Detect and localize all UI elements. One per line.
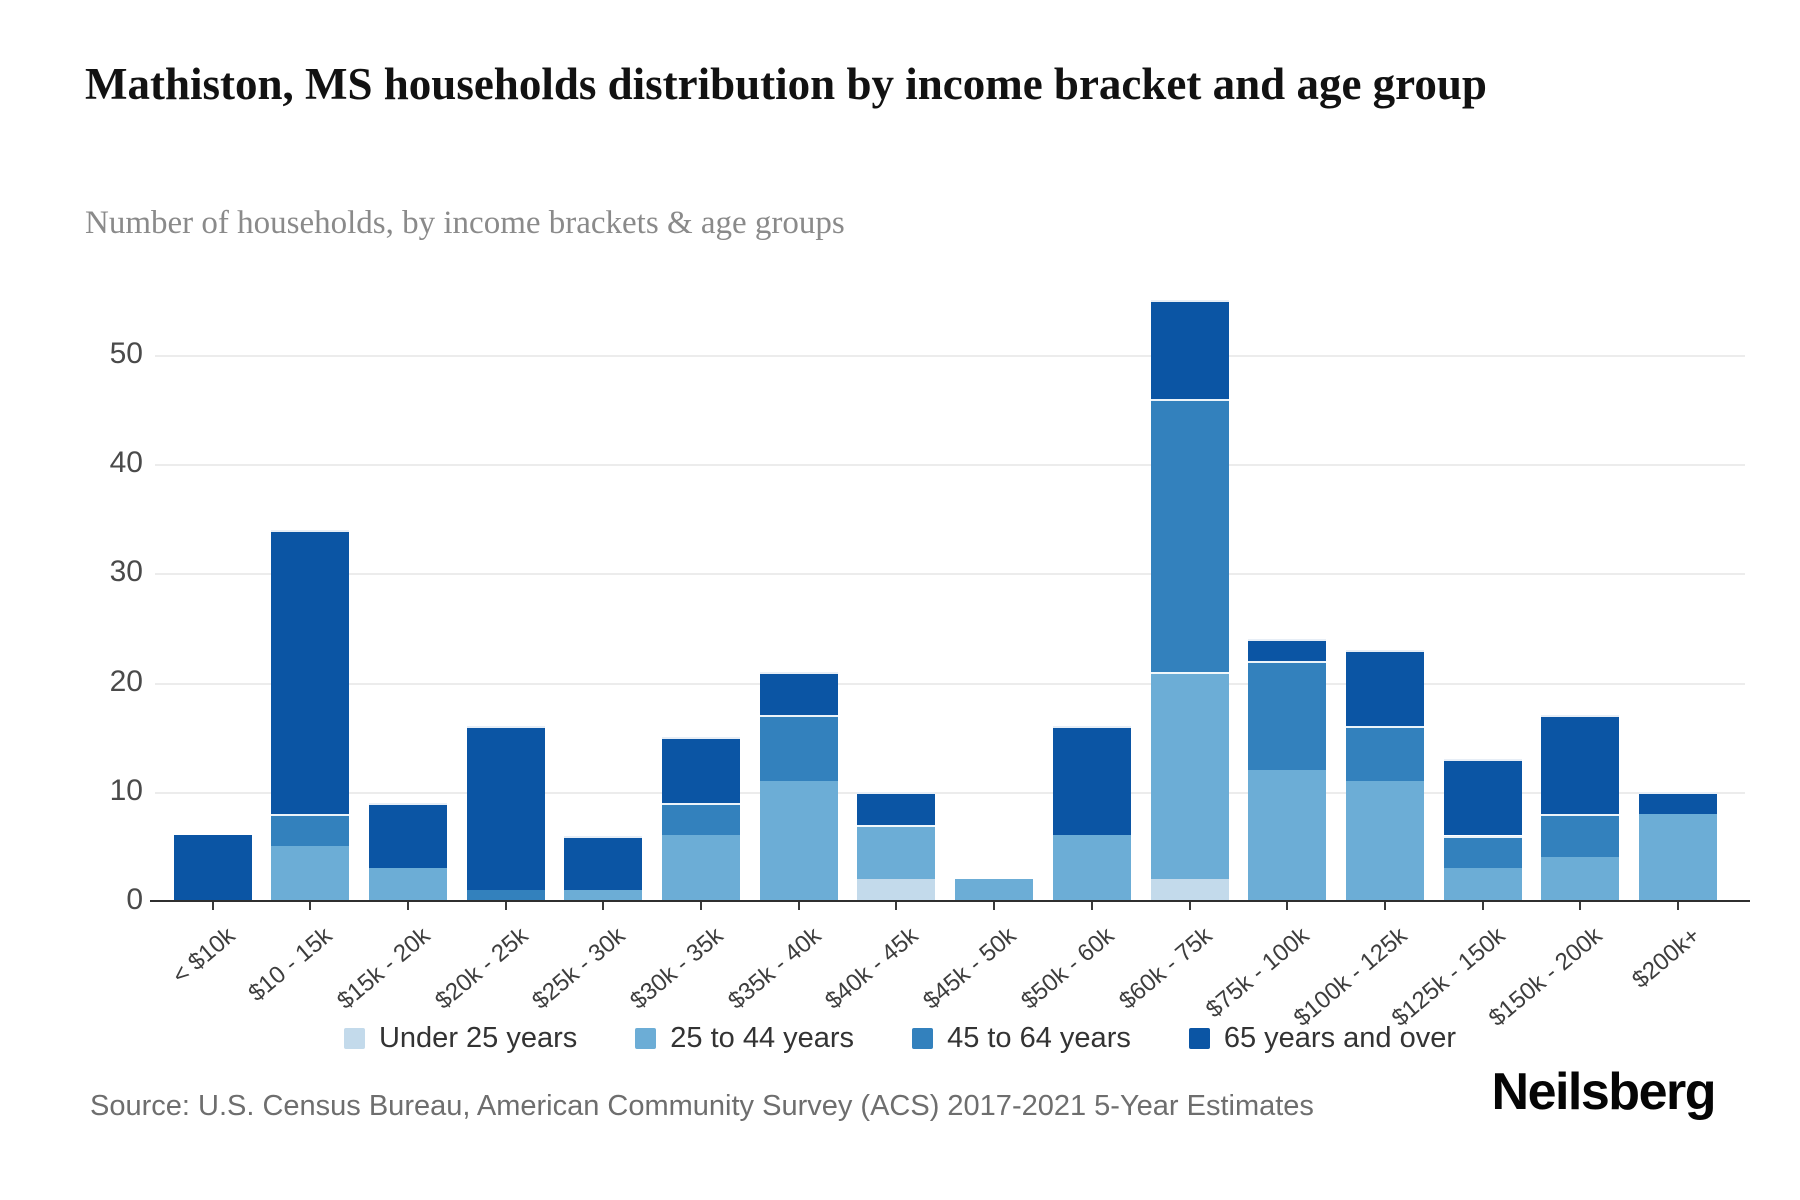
x-tick-mark [406,901,409,910]
x-tick-mark [1188,901,1191,910]
bar-segment--25k-30k-series-1[interactable] [564,890,643,901]
bar-segment--75k-100k-series-2[interactable] [1248,660,1327,770]
bar-segment--10k-series-3[interactable] [173,835,252,901]
bar-segment--35k-40k-series-3[interactable] [759,671,838,716]
bar-segment--35k-40k-series-1[interactable] [759,780,838,901]
x-tick-label: $40k - 45k [820,922,924,1015]
bar-segment--45k-50k-series-1[interactable] [955,879,1034,901]
legend-label: Under 25 years [378,1022,578,1054]
legend-label: 45 to 64 years [947,1022,1131,1054]
y-tick-label-40: 40 [109,446,143,480]
gridline-50 [155,355,1745,357]
bar-segment--150k-200k-series-3[interactable] [1541,715,1620,814]
x-tick-label: $35k - 40k [722,922,827,1015]
x-tick-mark [1383,901,1386,910]
y-tick-label-10: 10 [109,773,143,807]
bar-segment--30k-35k-series-1[interactable] [662,835,740,901]
x-tick-label: $10 - 15k [243,922,338,1008]
gridline-40 [155,464,1745,467]
bar-segment--40k-45k-series-3[interactable] [857,791,936,825]
chart-legend: Under 25 years 25 to 44 years 45 to 64 yea… [0,1022,1800,1055]
bar-segment--15k-20k-series-1[interactable] [368,868,447,901]
bar-segment--60k-75k-series-2[interactable] [1150,398,1229,672]
bar-segment--30k-35k-series-2[interactable] [662,802,740,836]
bar-segment--125k-150k-series-2[interactable] [1443,835,1522,869]
page-title: Mathiston, MS households distribution by… [85,59,1487,109]
legend-label: 25 to 44 years [670,1022,855,1054]
bar-segment--40k-45k-series-0[interactable] [857,879,936,901]
bar-segment--25k-30k-series-3[interactable] [564,835,643,891]
x-axis-line [150,900,1750,902]
bar-segment--15k-20k-series-3[interactable] [368,802,447,869]
bar-segment--10-15k-series-3[interactable] [271,529,350,814]
x-tick-mark [211,901,214,910]
legend-swatch-icon [912,1028,934,1049]
legend-item-0[interactable]: Under 25 years [343,1022,578,1055]
legend-item-3[interactable]: 65 years and over [1188,1022,1457,1055]
x-tick-mark [895,901,898,910]
x-tick-label: $30k - 35k [625,922,729,1015]
bar-segment--30k-35k-series-3[interactable] [662,737,740,803]
page-subtitle: Number of households, by income brackets… [85,205,845,241]
bar-segment--75k-100k-series-3[interactable] [1248,638,1327,661]
x-tick-mark [700,901,702,910]
legend-swatch-icon [635,1028,657,1049]
y-tick-label-50: 50 [109,337,143,370]
x-tick-mark [504,901,507,910]
bar-segment--200k+-series-3[interactable] [1639,791,1717,814]
legend-item-1[interactable]: 25 to 44 years [635,1022,854,1055]
bar-segment--125k-150k-series-3[interactable] [1443,759,1522,836]
gridline-30 [155,573,1745,576]
legend-item-2[interactable]: 45 to 64 years [912,1022,1131,1055]
bar-segment--60k-75k-series-1[interactable] [1150,671,1229,880]
bar-segment--75k-100k-series-1[interactable] [1248,769,1327,901]
x-tick-label: < $10k [166,922,240,990]
x-tick-mark [1481,901,1484,910]
bar-segment--60k-75k-series-3[interactable] [1150,300,1229,399]
legend-label: 65 years and over [1223,1022,1457,1054]
bar-segment--125k-150k-series-1[interactable] [1443,868,1522,901]
x-tick-label: $200k+ [1627,922,1706,994]
x-tick-mark [1677,901,1679,910]
x-tick-mark [309,901,312,910]
bar-segment--10-15k-series-1[interactable] [271,846,350,901]
y-tick-label-0: 0 [126,883,143,916]
x-tick-mark [797,901,800,910]
y-tick-label-30: 30 [109,555,143,589]
legend-swatch-icon [343,1028,365,1049]
source-note: Source: U.S. Census Bureau, American Com… [90,1090,1314,1122]
bar-segment--20k-25k-series-2[interactable] [466,890,545,901]
bar-segment--40k-45k-series-1[interactable] [857,824,936,880]
plot-area [155,300,1745,910]
bar-segment--20k-25k-series-3[interactable] [466,726,545,891]
x-tick-mark [602,901,605,910]
x-tick-mark [1286,901,1289,910]
bar-segment--50k-60k-series-3[interactable] [1052,726,1131,836]
bar-segment--10-15k-series-2[interactable] [271,813,350,847]
legend-swatch-icon [1188,1028,1210,1049]
brand-logo: Neilsberg [1491,1063,1717,1121]
x-tick-label: $15k - 20k [332,922,436,1015]
gridline-20 [155,682,1745,685]
x-tick-label: $50k - 60k [1015,922,1120,1015]
bar-segment--100k-125k-series-1[interactable] [1345,780,1424,901]
bar-segment--150k-200k-series-2[interactable] [1541,813,1620,858]
x-tick-label: $20k - 25k [429,922,533,1015]
bar-segment--60k-75k-series-0[interactable] [1150,879,1229,901]
bar-segment--150k-200k-series-1[interactable] [1541,857,1620,901]
gridline-10 [155,791,1745,794]
x-tick-mark [1090,901,1093,910]
bar-segment--200k+-series-1[interactable] [1639,813,1717,901]
x-tick-label: $45k - 50k [918,922,1022,1015]
bar-segment--100k-125k-series-3[interactable] [1345,649,1424,727]
x-tick-label: $25k - 30k [527,922,631,1015]
y-tick-label-20: 20 [109,664,143,698]
x-tick-mark [1579,901,1582,910]
bar-segment--35k-40k-series-2[interactable] [759,715,838,781]
bar-segment--100k-125k-series-2[interactable] [1345,726,1424,781]
bar-segment--50k-60k-series-1[interactable] [1052,835,1131,901]
x-tick-mark [993,901,996,910]
